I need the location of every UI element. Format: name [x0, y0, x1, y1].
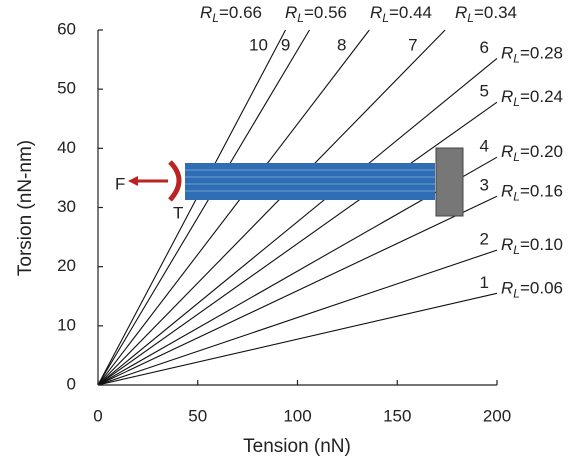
x-tick-label: 100: [283, 406, 311, 425]
line-number: 8: [337, 35, 346, 54]
rl-symbol: R: [200, 3, 212, 22]
rl-subscript: L: [513, 286, 520, 300]
rl-subscript: L: [382, 11, 389, 25]
rl-subscript: L: [513, 243, 520, 257]
line-number: 6: [480, 38, 489, 57]
nanotube: [185, 163, 435, 200]
x-tick-label: 50: [188, 406, 207, 425]
series-line: [97, 29, 310, 386]
x-axis-label: Tension (nN): [243, 436, 351, 457]
force-arrowhead: [128, 176, 138, 186]
x-tick-label: 150: [383, 406, 411, 425]
rl-label: RL=0.06: [501, 279, 563, 301]
y-axis-label: Torsion (nN-nm): [15, 140, 36, 276]
series-line: [97, 29, 370, 386]
rl-label: RL=0.56: [285, 3, 347, 25]
rl-symbol: R: [501, 182, 513, 201]
rl-value: =0.06: [520, 279, 563, 298]
series-line: [97, 195, 498, 386]
rl-subscript: L: [513, 150, 520, 164]
line-number: 7: [408, 35, 417, 54]
rl-label: RL=0.44: [370, 3, 432, 25]
torque-label: T: [173, 203, 183, 222]
y-tick-label: 40: [57, 138, 76, 157]
line-number: 10: [249, 35, 268, 54]
line-number: 1: [480, 273, 489, 292]
series-line: [97, 29, 287, 386]
rl-subscript: L: [297, 11, 304, 25]
line-number: 2: [480, 230, 489, 249]
rl-value: =0.10: [520, 236, 563, 255]
series-line: [97, 101, 498, 386]
rl-value: =0.56: [304, 3, 347, 22]
inset: F T: [115, 147, 464, 222]
rl-label: RL=0.34: [455, 3, 517, 25]
rl-symbol: R: [285, 3, 297, 22]
rl-value: =0.66: [219, 3, 262, 22]
y-tick-label: 30: [57, 197, 76, 216]
rl-label: RL=0.10: [501, 236, 563, 258]
series-line: [97, 249, 498, 386]
y-tick-label: 0: [67, 374, 76, 393]
rl-symbol: R: [501, 236, 513, 255]
rl-label: RL=0.24: [501, 88, 563, 110]
y-tick-label: 20: [57, 256, 76, 275]
rl-label: RL=0.20: [501, 143, 563, 165]
rl-symbol: R: [501, 279, 513, 298]
line-number: 5: [480, 82, 489, 101]
rl-symbol: R: [501, 88, 513, 107]
line-number: 4: [480, 137, 489, 156]
y-tick-label: 60: [57, 19, 76, 38]
series-line: [97, 57, 498, 386]
torque-arrow: [168, 160, 182, 202]
line-number: 9: [281, 35, 290, 54]
rl-value: =0.24: [520, 88, 563, 107]
rl-subscript: L: [513, 189, 520, 203]
y-tick-label: 10: [57, 315, 76, 334]
rl-subscript: L: [212, 11, 219, 25]
x-tick-label: 200: [483, 406, 511, 425]
rl-label: RL=0.28: [501, 44, 563, 66]
series-line: [97, 292, 498, 386]
rl-symbol: R: [501, 143, 513, 162]
rl-subscript: L: [513, 52, 520, 66]
rl-subscript: L: [467, 11, 474, 25]
rl-subscript: L: [513, 95, 520, 109]
force-label: F: [115, 174, 125, 193]
x-tick-label: 0: [93, 406, 102, 425]
rl-label: RL=0.66: [200, 3, 262, 25]
y-tick-label: 50: [57, 79, 76, 98]
rl-value: =0.16: [520, 182, 563, 201]
rl-symbol: R: [455, 3, 467, 22]
rl-value: =0.20: [520, 143, 563, 162]
rl-symbol: R: [370, 3, 382, 22]
clamp: [435, 147, 464, 217]
rl-symbol: R: [501, 44, 513, 63]
rl-value: =0.28: [520, 44, 563, 63]
rl-value: =0.44: [389, 3, 432, 22]
line-number: 3: [480, 176, 489, 195]
rl-value: =0.34: [474, 3, 517, 22]
series-line: [97, 29, 446, 386]
rl-label: RL=0.16: [501, 182, 563, 204]
